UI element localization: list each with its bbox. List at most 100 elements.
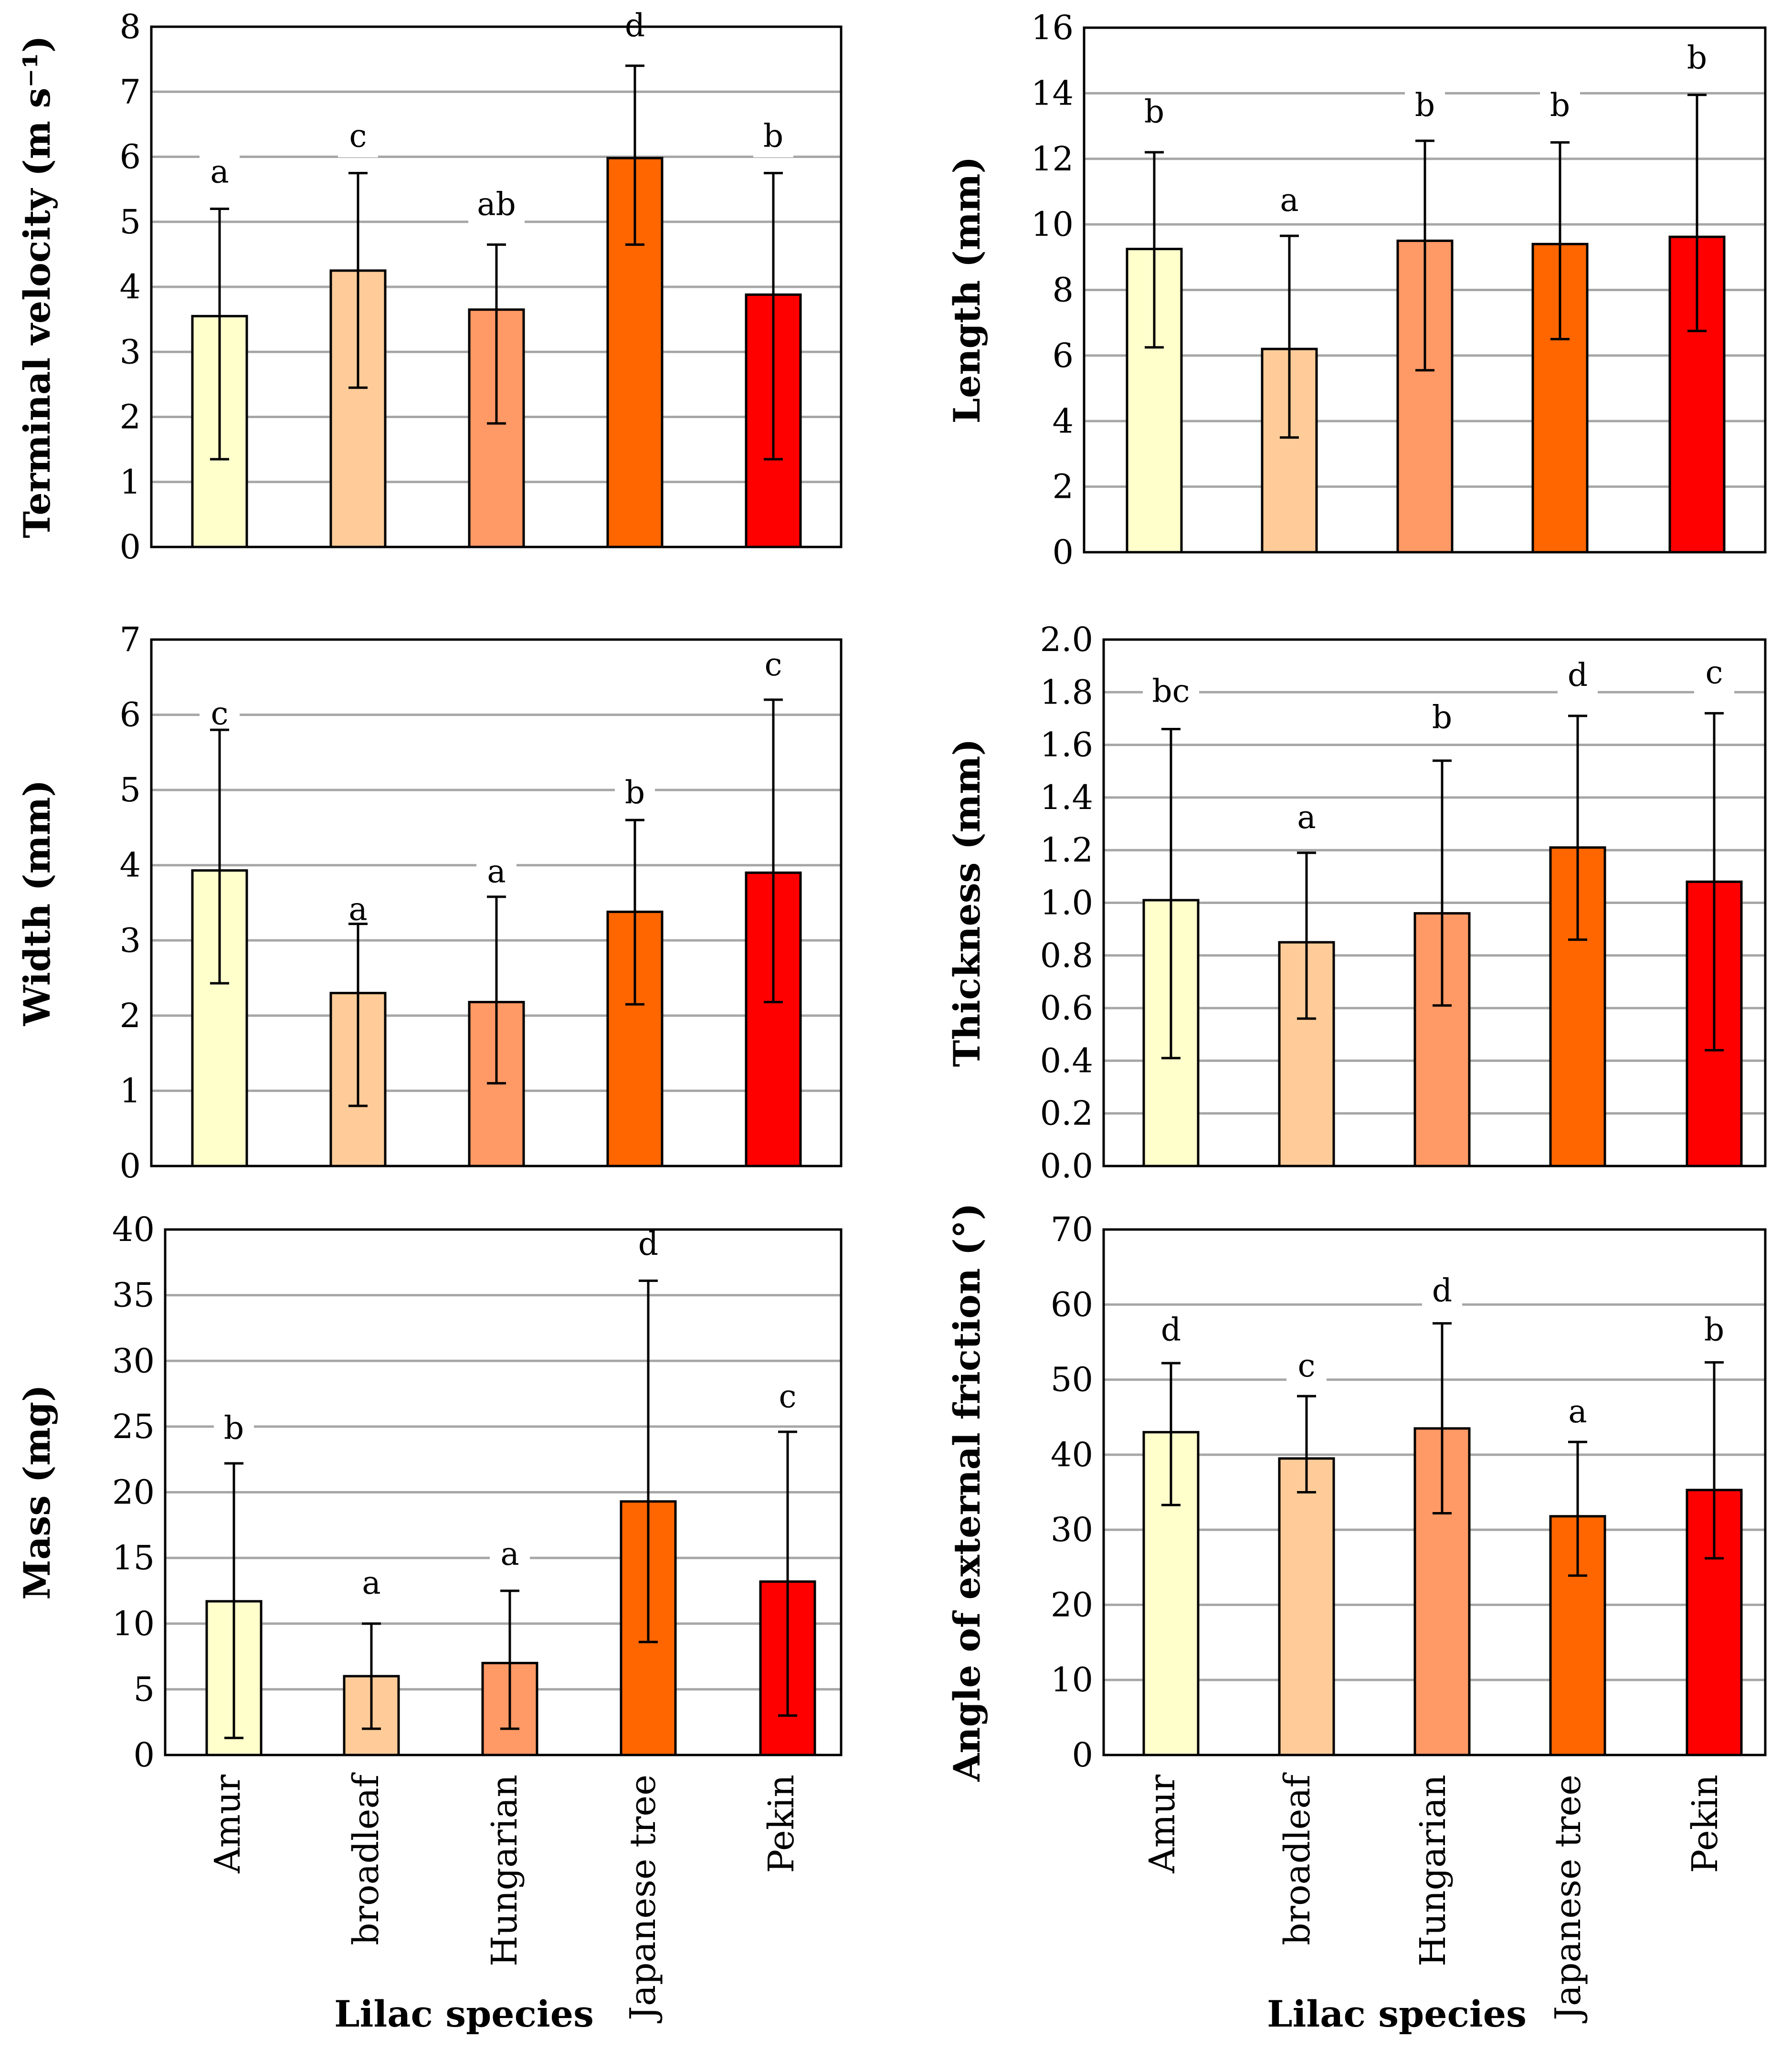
significance-letter-5: c (779, 1378, 797, 1415)
x-tick-label-japanese-tree: Japanese tree (1548, 1775, 1589, 2024)
letter-backdrop (615, 776, 655, 814)
y-tick-label: 2 (1052, 467, 1074, 506)
significance-letter-3: d (1432, 1272, 1452, 1309)
x-tick-label-broadleaf: broadleaf (1277, 1772, 1318, 1945)
y-axis-title: Thickness (mm) (946, 738, 988, 1067)
y-axis-title: Length (mm) (946, 157, 988, 424)
significance-letter-5: b (1704, 1311, 1724, 1348)
letter-backdrop (351, 1566, 391, 1605)
y-tick-label: 2 (119, 996, 141, 1035)
significance-letter-5: b (1687, 39, 1707, 76)
y-tick-label: 0 (133, 1735, 155, 1775)
y-tick-label: 1.4 (1040, 778, 1093, 817)
y-tick-label: 2 (119, 398, 141, 437)
x-tick-label-hungarian: Hungarian (484, 1775, 525, 1966)
y-tick-label: 0 (119, 1146, 141, 1186)
y-tick-label: 30 (1051, 1510, 1093, 1549)
y-tick-label: 0 (1072, 1735, 1093, 1775)
significance-letter-4: d (638, 1226, 658, 1262)
y-tick-label: 3 (119, 921, 141, 960)
x-tick-label-amur: Amur (207, 1774, 248, 1873)
y-tick-label: 5 (119, 202, 141, 242)
x-tick-labels-right: Amur broadleaf Hungarian Japanese tree P… (1142, 1772, 1726, 2023)
letter-backdrop (1540, 88, 1580, 126)
significance-letter-4: d (1568, 657, 1588, 694)
y-tick-label: 6 (119, 137, 141, 177)
letter-backdrop (1286, 800, 1327, 839)
y-axis-title: Angle of external friction (°) (946, 1203, 988, 1782)
y-axis-title: Mass (mg) (16, 1385, 58, 1600)
y-axis-title: Width (mm) (16, 780, 58, 1027)
letter-backdrop (1422, 700, 1462, 739)
y-tick-label: 8 (1052, 271, 1074, 310)
y-tick-label: 0 (1052, 533, 1074, 572)
significance-letter-1: bc (1152, 672, 1190, 709)
y-tick-label: 8 (119, 7, 141, 46)
x-tick-label-pekin: Pekin (1685, 1775, 1726, 1873)
significance-letter-3: b (1432, 699, 1452, 736)
letter-backdrop (1151, 1313, 1191, 1351)
significance-letter-3: a (500, 1536, 519, 1573)
y-tick-label: 4 (119, 846, 141, 885)
plot-frame (1083, 26, 1767, 554)
y-tick-label: 25 (112, 1407, 155, 1446)
plot-frame (1102, 1228, 1767, 1756)
significance-letter-4: b (1550, 87, 1570, 124)
y-tick-label: 10 (1031, 205, 1074, 244)
y-tick-label: 2.0 (1040, 620, 1093, 659)
y-tick-label: 5 (133, 1670, 155, 1709)
y-tick-label: 0.0 (1040, 1146, 1093, 1186)
y-tick-label: 4 (119, 267, 141, 306)
y-tick-label: 15 (112, 1538, 155, 1577)
chart-panel-4: bc a b d c 0.0 0.2 0.4 0.6 0.8 1.0 1.2 1.4 1.6 1.8 2.0 T… (946, 620, 1767, 1186)
y-tick-label: 6 (1052, 336, 1074, 375)
letter-backdrop (1405, 88, 1445, 126)
y-axis-title: Terminal velocity (m s⁻¹) (16, 35, 58, 538)
y-tick-label: 20 (1051, 1585, 1093, 1624)
letter-backdrop (200, 696, 240, 735)
significance-letter-3: a (487, 853, 506, 890)
plot-frame (164, 1228, 843, 1756)
y-tick-label: 10 (112, 1604, 155, 1643)
plot-frame (1102, 638, 1767, 1167)
y-tick-label: 70 (1051, 1210, 1093, 1249)
y-tick-label: 1.6 (1040, 725, 1093, 765)
significance-letter-5: c (765, 646, 782, 683)
y-tick-label: 0.8 (1040, 936, 1093, 975)
significance-letter-2: a (1280, 182, 1298, 219)
y-tick-label: 0.2 (1040, 1094, 1093, 1133)
letter-backdrop (753, 648, 793, 686)
letter-backdrop (1558, 658, 1598, 697)
significance-letter-2: c (1298, 1347, 1316, 1384)
y-tick-label: 40 (112, 1210, 155, 1249)
y-tick-label: 16 (1031, 8, 1074, 47)
significance-letter-5: b (763, 118, 783, 155)
y-tick-label: 1.0 (1040, 883, 1093, 923)
x-tick-label-hungarian: Hungarian (1413, 1775, 1454, 1966)
letter-backdrop (468, 187, 525, 226)
significance-letter-2: c (349, 118, 367, 155)
letter-backdrop (1269, 183, 1309, 222)
x-tick-label-japanese-tree: Japanese tree (622, 1775, 664, 2024)
chart-panel-6: d c d a b 0 10 20 30 40 50 60 70 Angle of external fr… (946, 1203, 1767, 1782)
significance-letter-5: c (1706, 654, 1723, 691)
y-tick-label: 10 (1051, 1660, 1093, 1700)
y-tick-label: 40 (1051, 1435, 1093, 1474)
letter-backdrop (214, 1411, 254, 1450)
y-tick-label: 7 (119, 72, 141, 111)
chart-panel-5: b a a d c 0 5 10 15 20 25 30 35 40 Mass (mg) (16, 1210, 843, 1775)
letter-backdrop (200, 155, 240, 193)
y-tick-label: 30 (112, 1341, 155, 1380)
y-tick-label: 35 (112, 1276, 155, 1315)
significance-letter-2: a (362, 1565, 380, 1601)
y-tick-label: 14 (1031, 74, 1074, 113)
chart-panel-2: b a b b b 0 2 4 6 8 10 12 14 16 Length (mm) (946, 8, 1767, 572)
plot-frame (150, 638, 843, 1167)
significance-letter-1: b (224, 1409, 244, 1446)
x-tick-label-amur: Amur (1142, 1774, 1183, 1873)
y-tick-label: 0.4 (1040, 1041, 1093, 1080)
y-tick-label: 3 (119, 332, 141, 371)
significance-letter-1: c (211, 695, 229, 732)
